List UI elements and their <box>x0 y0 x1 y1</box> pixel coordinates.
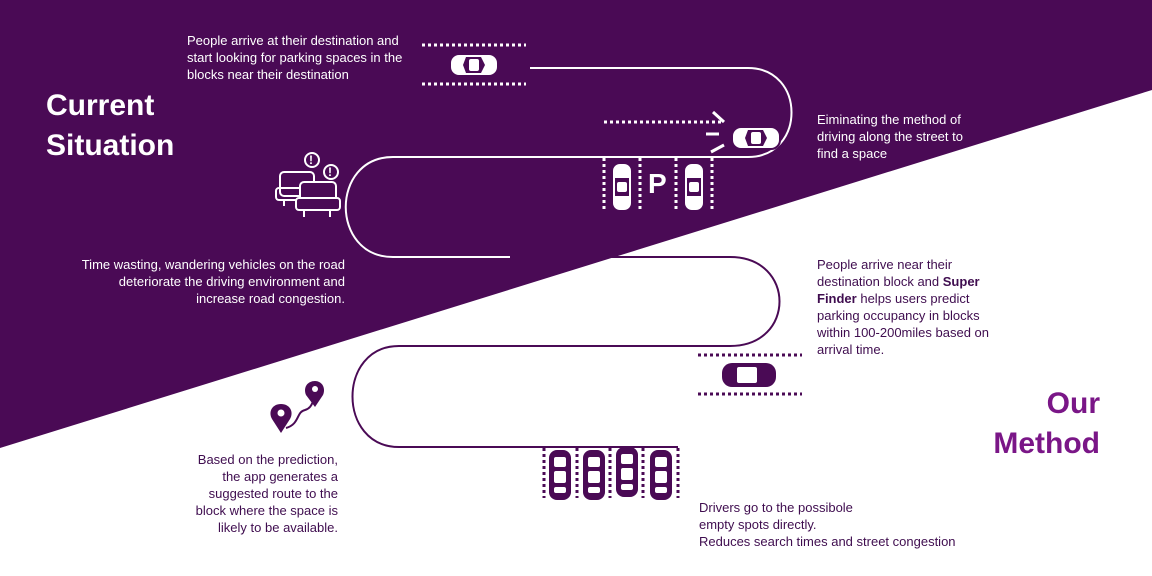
alert-mark: ! <box>309 153 313 167</box>
parking-row-icon <box>542 447 680 500</box>
super-finder-name: Super Finder <box>817 274 980 306</box>
heading-line: Situation <box>46 129 175 162</box>
our-method-heading: Our Method <box>960 384 1100 464</box>
parking-sign-icon: P <box>648 168 667 199</box>
car-icon-approach <box>698 353 802 396</box>
car-icon-turning <box>604 110 781 154</box>
step-wasting-text: Time wasting, wandering vehicles on the … <box>81 257 345 306</box>
step-eliminating-text: Eiminating the method of driving along t… <box>817 112 963 161</box>
heading-line: Current <box>46 89 155 122</box>
winding-road-lower <box>351 256 781 448</box>
heading-line: Method <box>993 427 1100 460</box>
car-icon-arriving <box>422 43 526 86</box>
route-icon <box>270 381 325 433</box>
step-arrive-text: People arrive at their destination and s… <box>187 33 403 82</box>
current-situation-heading: Current Situation <box>46 86 174 166</box>
traffic-jam-icon <box>275 152 341 217</box>
step-prediction-text: Based on the prediction, the app generat… <box>195 452 338 535</box>
current-situation-background <box>0 0 1152 448</box>
alert-icon <box>323 164 339 180</box>
step-near-text-end: helps users predict parking occupancy in… <box>817 291 989 357</box>
heading-line: Our <box>1046 387 1100 420</box>
step-drivers-line: Reduces search times and street congesti… <box>699 534 956 549</box>
step-near-text-start: People arrive near their destination blo… <box>817 257 953 289</box>
alert-icon <box>304 152 320 168</box>
alert-mark: ! <box>328 165 332 179</box>
step-near-text: People arrive near their destination blo… <box>817 256 997 358</box>
step-drivers-line: Drivers go to the possibole empty spots … <box>699 500 853 532</box>
parking-lot-icon <box>602 158 714 212</box>
step-drivers-text: Drivers go to the possibole empty spots … <box>699 499 989 550</box>
